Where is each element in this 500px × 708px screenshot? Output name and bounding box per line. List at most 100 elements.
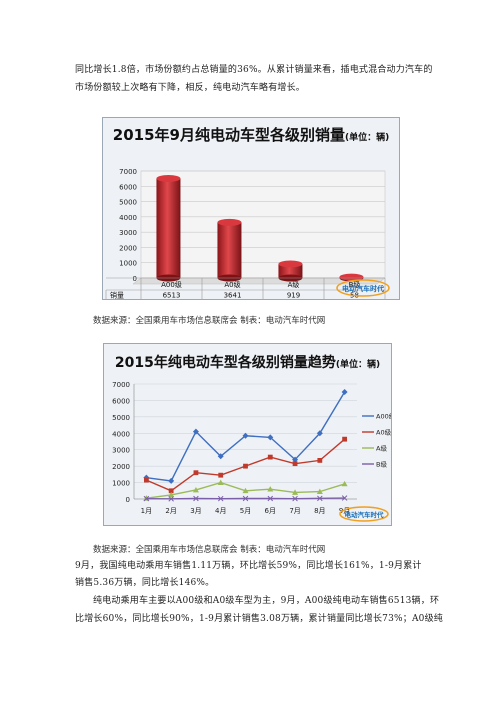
bar-body <box>156 178 181 278</box>
y-tick-label: 7000 <box>119 168 137 176</box>
data-point <box>243 463 248 469</box>
x-tick-label: 7月 <box>289 507 300 515</box>
y-tick-label: 0 <box>126 496 130 504</box>
bar-top <box>156 174 181 182</box>
data-point <box>292 456 299 463</box>
data-point <box>267 434 274 441</box>
logo: 电动汽车时代 <box>339 506 389 522</box>
data-point <box>267 486 274 492</box>
paragraph-line: 比增长60%，同比增长90%，1-9月累计销售3.08万辆，累计销量同比增长73… <box>75 614 443 624</box>
chart-title-unit: (单位：辆) <box>335 360 381 370</box>
bar <box>278 260 303 282</box>
data-point <box>317 495 323 502</box>
data-point <box>267 454 273 460</box>
x-tick-label: 9月 <box>339 507 350 515</box>
data-point <box>341 480 348 487</box>
bar-chart: 0 1000 2000 3000 4000 5000 6000 7000 销量 A00级 6513 A… <box>105 168 390 300</box>
y-tick-label: 4000 <box>112 430 130 438</box>
data-point <box>316 430 323 437</box>
y-tick-label: 4000 <box>119 214 137 222</box>
logo-text: 电动汽车时代 <box>342 284 384 293</box>
data-point <box>168 477 175 484</box>
data-point <box>143 495 150 502</box>
legend-label: A00级 <box>376 412 391 421</box>
data-point <box>267 495 274 502</box>
x-category-label: A00级 <box>161 280 182 289</box>
y-tick-label: 3000 <box>119 229 137 237</box>
x-tick-label: 4月 <box>215 507 226 515</box>
bar-value-label: 3641 <box>224 292 242 300</box>
y-tick-label: 0 <box>133 275 137 283</box>
legend-label: B级 <box>376 460 387 469</box>
data-point <box>192 428 199 435</box>
plot-area <box>134 384 357 499</box>
bar-body <box>278 263 303 278</box>
y-tick-label: 2000 <box>112 463 130 471</box>
data-point <box>341 389 348 396</box>
x-tick-label: 8月 <box>314 507 325 515</box>
x-category-label: B级 <box>349 280 361 289</box>
series-line <box>143 436 348 494</box>
data-point <box>218 472 224 478</box>
x-tick-label: 1月 <box>141 507 152 515</box>
x-category-label: A0级 <box>224 280 240 289</box>
bar-value-label: 6513 <box>163 292 181 300</box>
data-point <box>242 487 249 494</box>
y-tick-label: 1000 <box>112 480 130 488</box>
data-point <box>193 495 199 502</box>
chart-title-text: 2015年9月纯电动车型各级别销量 <box>112 126 345 144</box>
series-line <box>143 495 348 502</box>
data-point <box>341 495 348 501</box>
data-point <box>217 495 224 502</box>
line-chart-panel: 2015年纯电动车型各级别销量趋势(单位：辆) 0 1000 2000 3000 400… <box>103 343 392 526</box>
bar-value-label: 919 <box>287 292 300 300</box>
bar-top <box>278 260 303 268</box>
plot-area <box>140 170 386 279</box>
y-tick-label: 7000 <box>112 381 130 389</box>
chart-title: 2015年纯电动车型各级别销量趋势(单位：辆) <box>104 352 391 372</box>
logo-swoosh <box>339 506 389 522</box>
chart-title: 2015年9月纯电动车型各级别销量(单位：辆) <box>103 124 399 145</box>
data-point <box>193 470 199 476</box>
y-tick-label: 6000 <box>112 397 130 405</box>
x-tick-label: 6月 <box>265 507 276 515</box>
data-point <box>242 495 249 502</box>
paragraph-line: 9月，我国纯电动乘用车销售1.11万辆，环比增长59%，同比增长161%，1-9… <box>75 561 422 571</box>
y-tick-label: 1000 <box>119 260 137 268</box>
data-point <box>292 461 298 467</box>
data-point <box>217 453 224 460</box>
y-tick-label: 3000 <box>112 447 130 455</box>
data-point <box>242 432 249 439</box>
y-tick-label: 5000 <box>112 414 130 422</box>
data-point <box>217 479 224 485</box>
x-tick-label: 5月 <box>240 507 251 515</box>
bar-top <box>339 273 364 281</box>
series-line <box>143 479 348 501</box>
source-note: 数据来源：全国乘用车市场信息联席会 制表：电动汽车时代网 <box>93 545 326 555</box>
data-point <box>342 436 348 442</box>
x-tick-label: 3月 <box>190 507 201 515</box>
bar <box>217 218 242 282</box>
y-tick-label: 6000 <box>119 183 137 191</box>
chart-title-unit: (单位：辆) <box>344 133 390 143</box>
data-point <box>143 477 149 483</box>
paragraph-line: 纯电动乘用车主要以A00级和A0级车型为主，9月，A00级纯电动车销售6513辆… <box>93 596 440 606</box>
source-note: 数据来源：全国乘用车市场信息联席会 制表：电动汽车时代网 <box>93 316 326 326</box>
bar-body <box>217 222 242 278</box>
series-line <box>143 389 348 484</box>
logo-swoosh <box>336 279 390 297</box>
data-point <box>168 488 174 494</box>
paragraph-line: 销售5.36万辆，同比增长146%。 <box>75 578 215 588</box>
bar-chart-panel: 2015年9月纯电动车型各级别销量(单位：辆) 0 1000 2000 3000 400… <box>102 117 400 300</box>
paragraph-line: 同比增长1.8倍，市场份额约占总销量的36%。从累计销量来看，插电式混合动力汽车… <box>75 65 433 75</box>
legend-label: A0级 <box>376 428 391 437</box>
bar-top <box>217 218 242 226</box>
data-point <box>168 496 174 502</box>
data-point <box>316 488 323 495</box>
bar <box>156 174 181 282</box>
data-point <box>292 495 298 502</box>
y-tick-label: 5000 <box>119 199 137 207</box>
data-point <box>168 491 175 498</box>
chart-title-text: 2015年纯电动车型各级别销量趋势 <box>114 355 336 371</box>
data-point <box>317 457 323 463</box>
